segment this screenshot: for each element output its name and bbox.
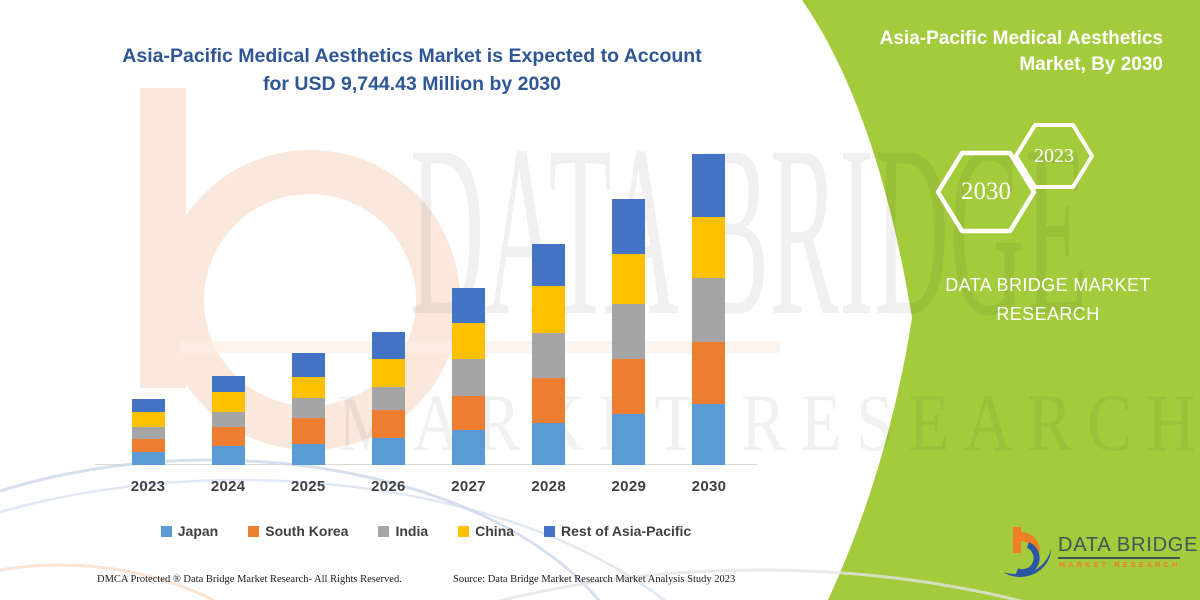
logo-name: DATA BRIDGE [1058, 534, 1199, 556]
legend-item-china: China [458, 523, 514, 539]
bar-segment-south-korea-2026 [371, 410, 405, 439]
bar-segment-china-2026 [371, 358, 405, 387]
bar-2028 [532, 244, 566, 465]
bar-segment-south-korea-2023 [131, 439, 165, 452]
bar-segment-india-2027 [452, 359, 486, 397]
chart-title-line1: Asia-Pacific Medical Aesthetics Market i… [122, 45, 702, 67]
source-text: Source: Data Bridge Market Research Mark… [453, 574, 736, 585]
panel-title-line2: Market, By 2030 [1019, 54, 1163, 75]
bar-segment-south-korea-2028 [532, 378, 566, 423]
legend-item-rest-of-asia-pacific: Rest of Asia-Pacific [544, 523, 691, 539]
x-axis-label-2029: 2029 [611, 478, 647, 495]
bar-segment-rest-of-asia-pacific-2028 [532, 244, 566, 286]
x-axis-label-2027: 2027 [451, 478, 486, 495]
legend-label: India [395, 523, 429, 539]
bar-segment-japan-2025 [291, 443, 325, 465]
panel-title-line1: Asia-Pacific Medical Aesthetics [879, 28, 1163, 49]
legend-item-india: India [378, 523, 428, 539]
bar-segment-japan-2024 [211, 446, 245, 465]
bar-segment-japan-2023 [131, 451, 165, 465]
panel-brand-line2: RESEARCH [996, 304, 1100, 324]
bar-2024 [211, 375, 245, 465]
bar-segment-rest-of-asia-pacific-2025 [291, 353, 325, 378]
bar-2025 [291, 353, 325, 465]
hexagon-2030-label: 2030 [961, 178, 1011, 205]
legend-swatch [378, 525, 390, 537]
logo-rule [1058, 557, 1180, 559]
bar-segment-india-2029 [612, 304, 646, 360]
bar-segment-rest-of-asia-pacific-2023 [131, 398, 165, 412]
bar-segment-japan-2029 [612, 414, 646, 465]
bar-2030 [692, 154, 726, 465]
hexagon-2030 [935, 150, 1037, 234]
bar-segment-india-2023 [131, 426, 165, 440]
bar-2023 [131, 398, 165, 465]
databridge-logo-icon [1003, 527, 1051, 577]
bar-segment-japan-2030 [692, 404, 726, 465]
chart-title: Asia-Pacific Medical Aesthetics Market i… [92, 42, 732, 98]
legend-swatch [248, 525, 260, 537]
bar-segment-south-korea-2025 [291, 418, 325, 444]
legend-label: Rest of Asia-Pacific [561, 523, 692, 539]
legend-item-japan: Japan [160, 523, 219, 539]
hexagons-graphic [935, 123, 1094, 234]
bar-segment-rest-of-asia-pacific-2027 [452, 287, 486, 323]
bar-segment-south-korea-2030 [692, 341, 726, 405]
legend-swatch [544, 525, 556, 537]
bar-segment-japan-2026 [371, 438, 405, 465]
logo-subtitle: MARKET RESEARCH [1059, 560, 1181, 569]
legend-item-south-korea: South Korea [248, 523, 348, 539]
dmca-text: DMCA Protected ® Data Bridge Market Rese… [97, 574, 402, 585]
bar-segment-china-2023 [131, 411, 165, 427]
bar-segment-rest-of-asia-pacific-2026 [371, 331, 405, 359]
bar-segment-india-2028 [532, 332, 566, 379]
bar-segment-south-korea-2024 [211, 427, 245, 447]
panel-title: Asia-Pacific Medical Aesthetics Market, … [813, 26, 1163, 78]
chart-title-line2: for USD 9,744.43 Million by 2030 [262, 73, 562, 95]
bar-segment-china-2025 [291, 377, 325, 399]
x-axis-label-2030: 2030 [691, 478, 727, 495]
panel-brand-text: DATA BRIDGE MARKET RESEARCH [918, 271, 1178, 329]
legend-label: China [475, 523, 515, 539]
bar-segment-india-2030 [692, 277, 726, 342]
x-axis-label-2028: 2028 [531, 478, 566, 495]
chart-legend: Japan South Korea India China Rest of Asia-P… [95, 523, 757, 539]
hexagon-2023 [1014, 123, 1094, 189]
bar-segment-japan-2028 [532, 422, 566, 465]
bar-segment-india-2026 [371, 386, 405, 411]
x-axis-label-2025: 2025 [290, 478, 326, 495]
legend-swatch [160, 525, 172, 537]
x-axis-label-2024: 2024 [210, 478, 246, 495]
panel-brand-line1: DATA BRIDGE MARKET [945, 275, 1151, 295]
bar-segment-rest-of-asia-pacific-2029 [612, 199, 646, 255]
bar-segment-india-2024 [211, 411, 245, 428]
legend-swatch [458, 525, 470, 537]
x-axis-line [95, 464, 757, 465]
bar-2029 [612, 199, 646, 465]
bar-segment-south-korea-2029 [612, 359, 646, 415]
bar-segment-china-2028 [532, 285, 566, 333]
bar-segment-rest-of-asia-pacific-2030 [692, 154, 726, 217]
bar-segment-china-2030 [692, 216, 726, 278]
bar-segment-india-2025 [291, 398, 325, 419]
bar-segment-rest-of-asia-pacific-2024 [211, 375, 245, 393]
hexagon-2023-label: 2023 [1034, 145, 1074, 167]
x-axis-label-2023: 2023 [130, 478, 166, 495]
bar-segment-china-2027 [452, 322, 486, 360]
bar-segment-china-2024 [211, 392, 245, 412]
bar-segment-south-korea-2027 [452, 396, 486, 431]
legend-label: South Korea [265, 523, 349, 539]
bar-segment-china-2029 [612, 254, 646, 305]
legend-label: Japan [177, 523, 219, 539]
bar-2027 [452, 287, 486, 465]
x-axis-label-2026: 2026 [371, 478, 406, 495]
bar-2026 [371, 331, 405, 465]
bar-segment-japan-2027 [452, 430, 486, 465]
